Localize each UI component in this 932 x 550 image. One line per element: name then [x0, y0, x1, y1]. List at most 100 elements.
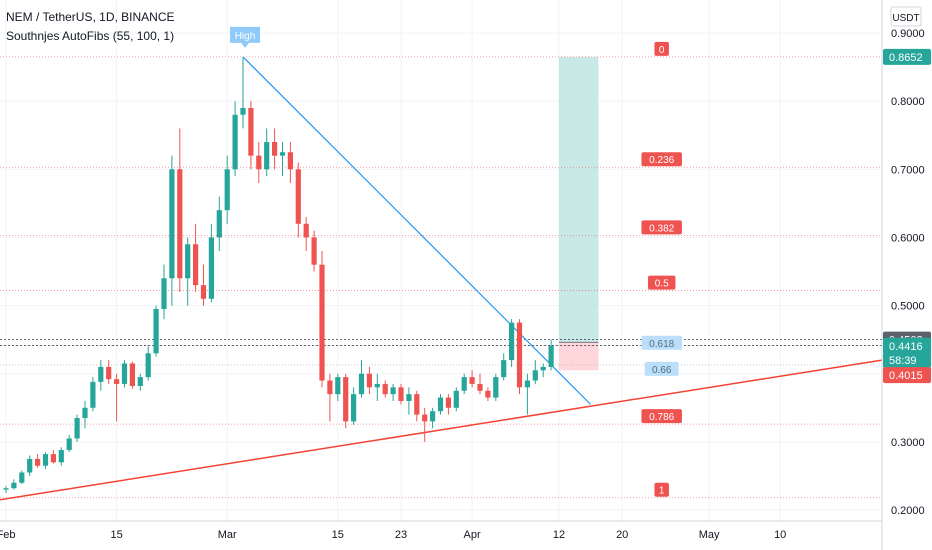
candle-up — [121, 363, 128, 384]
price-badge-label: 0.4015 — [889, 370, 923, 382]
fib-label: 1 — [659, 486, 665, 497]
price-axis[interactable]: 1.00000.90000.80000.70000.60000.50000.40… — [881, 0, 931, 550]
candle-up — [453, 390, 459, 408]
fib-label: 0.786 — [649, 412, 674, 423]
candle-down — [398, 387, 404, 401]
candle-down — [319, 264, 325, 381]
candle-up — [493, 377, 499, 398]
candle-up — [153, 308, 159, 354]
position-zones — [559, 56, 599, 371]
y-tick-label: 0.7000 — [891, 164, 925, 176]
candle-up — [82, 407, 88, 419]
candle-down — [35, 458, 41, 466]
symbol-title: NEM / TetherUS, 1D, BINANCE — [6, 10, 175, 24]
fib-label-box — [654, 482, 669, 497]
candle-up — [390, 387, 396, 395]
time-axis[interactable]: Feb 15 Mar 15 23 Apr 12 20 May 10 — [0, 520, 882, 541]
price-badge — [883, 352, 931, 369]
x-tick-label: 23 — [395, 529, 407, 541]
y-tick-label: 0.3000 — [891, 437, 925, 449]
candle-down — [414, 394, 420, 415]
target-zone — [559, 56, 599, 343]
candle-up — [532, 370, 538, 381]
candle-down — [287, 152, 293, 170]
candle-down — [343, 377, 349, 422]
candle-down — [50, 454, 56, 463]
fib-label-box — [641, 335, 682, 350]
stop-zone — [559, 342, 599, 371]
price-badge-label: 0.8652 — [889, 52, 923, 64]
fib-label-box — [644, 361, 679, 376]
trendline-up[interactable] — [0, 359, 883, 501]
indicator-title: Southnjes AutoFibs (55, 100, 1) — [6, 29, 174, 43]
candle-up — [358, 373, 365, 395]
candle-down — [422, 414, 428, 422]
x-tick-label: 20 — [616, 529, 628, 541]
fib-label-box — [641, 220, 682, 235]
candle-up — [66, 438, 72, 451]
fib-label-box — [654, 41, 669, 56]
fib-label-box — [641, 409, 682, 424]
y-tick-label: 0.2000 — [891, 505, 925, 517]
candle-down — [256, 155, 262, 170]
candle-down — [327, 380, 333, 395]
price-badge-label: 58:39 — [889, 355, 917, 367]
candle-up — [216, 210, 222, 238]
price-badge-label: 0.4416 — [889, 341, 923, 353]
candle-down — [303, 223, 309, 238]
candle-up — [74, 418, 80, 439]
candle-up — [145, 353, 151, 378]
candle-up — [524, 380, 530, 388]
candle-up — [137, 377, 143, 386]
candle-up — [161, 278, 167, 309]
candle-up — [461, 377, 467, 391]
trendlines[interactable] — [0, 56, 883, 501]
fib-level-lines — [0, 56, 882, 499]
candle-up — [509, 322, 515, 361]
candle-up — [548, 345, 554, 367]
candle-up — [185, 244, 191, 279]
candle-up — [169, 169, 175, 279]
candle-up — [3, 488, 9, 490]
candle-down — [114, 379, 120, 384]
candle-down — [129, 363, 135, 386]
candle-up — [208, 237, 214, 299]
candle-up — [19, 472, 25, 483]
x-tick-label: Mar — [218, 529, 237, 541]
trendline-down[interactable] — [242, 56, 592, 405]
candle-down — [311, 237, 317, 265]
candle-up — [11, 482, 17, 489]
fib-label: 0.382 — [649, 223, 674, 234]
currency-label: USDT — [892, 13, 919, 24]
candle-up — [501, 360, 507, 378]
fib-label: 0.236 — [649, 155, 674, 166]
currency-button[interactable] — [890, 6, 922, 27]
price-badge — [883, 337, 931, 354]
candle-down — [106, 366, 112, 380]
fib-label: 0.5 — [655, 279, 669, 290]
candle-down — [177, 169, 183, 279]
y-tick-label: 0.9000 — [891, 28, 925, 40]
y-tick-label: 0.8000 — [891, 96, 925, 108]
x-tick-label: 15 — [110, 529, 122, 541]
x-tick-label: Feb — [0, 529, 15, 541]
candle-up — [27, 458, 33, 473]
candles — [3, 56, 554, 493]
candle-down — [469, 377, 475, 384]
candle-down — [516, 322, 523, 388]
fib-label: 0.66 — [652, 365, 672, 376]
x-tick-label: Apr — [464, 529, 481, 541]
fib-level-labels: 0 0.236 0.382 0.5 0.618 0.66 0.786 1 — [641, 41, 682, 497]
fib-label: 0.618 — [649, 339, 674, 350]
candle-up — [42, 454, 49, 466]
high-marker-label: High — [235, 31, 256, 42]
grid — [0, 0, 882, 521]
high-marker-box — [230, 26, 260, 48]
candle-up — [58, 450, 64, 463]
candle-down — [485, 390, 491, 398]
candle-up — [437, 397, 444, 412]
candle-up — [430, 411, 436, 422]
candle-down — [295, 169, 301, 224]
candle-up — [264, 142, 270, 170]
